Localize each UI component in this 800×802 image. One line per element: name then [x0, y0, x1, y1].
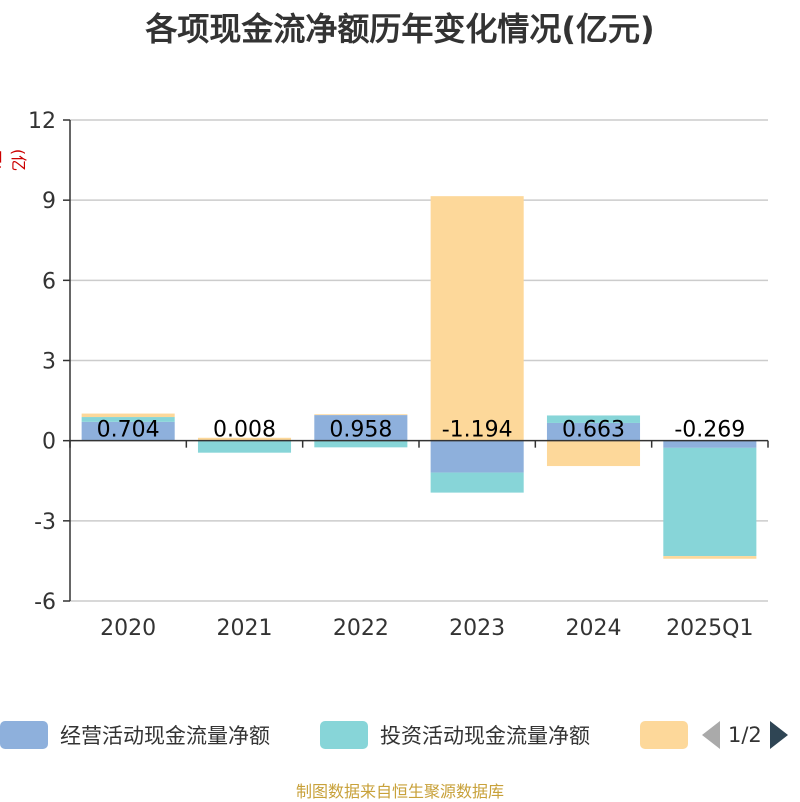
bar-series-1 — [314, 415, 408, 441]
y-tick-label: 0 — [42, 430, 56, 455]
bar-series-2 — [314, 440, 408, 448]
bar-series-3 — [314, 414, 408, 416]
data-label: 0.663 — [562, 418, 625, 443]
legend-next-page-icon[interactable] — [769, 721, 788, 749]
legend-swatch-operating — [0, 721, 48, 749]
y-tick-label: -6 — [34, 590, 56, 615]
legend-label-investing: 投资活动现金流量净额 — [380, 724, 590, 748]
legend-label-operating: 经营活动现金流量净额 — [60, 724, 270, 748]
bar-series-1 — [663, 440, 757, 448]
x-tick-label: 2020 — [100, 616, 156, 641]
chart-title: 各项现金流净额历年变化情况(亿元) — [145, 10, 655, 48]
bar-series-2 — [81, 417, 175, 422]
bar-series-2 — [546, 415, 641, 423]
legend-swatch-investing — [320, 721, 368, 749]
data-label: 0.958 — [329, 418, 392, 443]
y-tick-label: 6 — [42, 269, 56, 294]
legend-item-financing[interactable] — [640, 715, 688, 755]
legend-prev-page-icon[interactable] — [702, 721, 720, 749]
data-label: -0.269 — [674, 418, 745, 443]
bar-series-1 — [430, 440, 524, 473]
x-tick-label: 2022 — [333, 616, 389, 641]
legend: 经营活动现金流量净额 投资活动现金流量净额 1/2 — [0, 715, 800, 755]
x-tick-label: 2024 — [566, 616, 622, 641]
data-source-note: 制图数据来自恒生聚源数据库 — [295, 782, 504, 801]
x-tick-label: 2023 — [449, 616, 505, 641]
bar-series-3 — [430, 196, 524, 441]
bar-series-1 — [546, 422, 641, 441]
y-tick-label: 3 — [42, 350, 56, 375]
x-tick-label: 2021 — [217, 616, 273, 641]
y-tick-label: 12 — [28, 109, 56, 134]
y-tick-label: -3 — [34, 510, 56, 535]
bar-series-2 — [197, 440, 292, 453]
bar-series-3 — [663, 556, 757, 559]
bar-series-3 — [81, 413, 175, 418]
data-label: 0.704 — [97, 418, 160, 443]
bar-series-2 — [430, 472, 524, 493]
legend-item-operating[interactable]: 经营活动现金流量净额 — [0, 715, 270, 755]
legend-pager: 1/2 — [702, 715, 788, 755]
legend-page-indicator: 1/2 — [728, 723, 762, 747]
bar-series-1 — [81, 421, 175, 441]
chart-canvas: 12 9 6 3 0 -3 -6 2020 2021 2022 2023 2024 2025Q1 0.70… — [28, 109, 769, 641]
bar-series-3 — [197, 437, 292, 441]
data-label: 0.008 — [213, 418, 276, 443]
bar-series-3 — [546, 440, 641, 467]
x-tick-label: 2025Q1 — [666, 616, 753, 641]
legend-swatch-financing — [640, 721, 688, 749]
data-label: -1.194 — [442, 418, 513, 443]
y-tick-label: 9 — [42, 189, 56, 214]
bar-series-2 — [663, 447, 757, 557]
legend-item-investing[interactable]: 投资活动现金流量净额 — [320, 715, 590, 755]
